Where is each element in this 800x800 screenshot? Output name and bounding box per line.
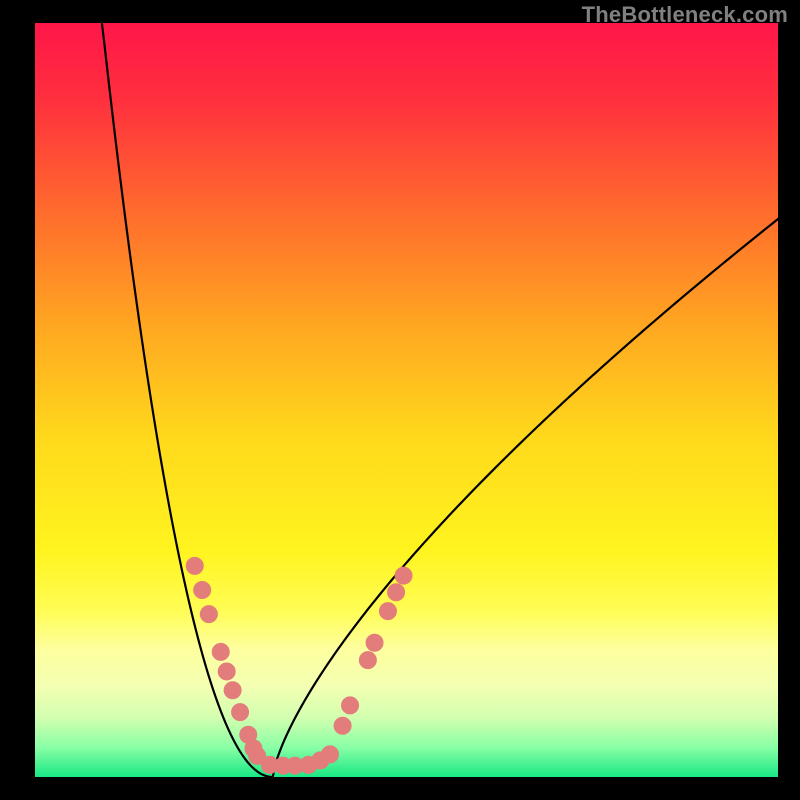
watermark-text: TheBottleneck.com	[582, 2, 788, 28]
marker-right-1	[342, 697, 359, 714]
marker-right-6	[395, 567, 412, 584]
marker-bottom-7	[321, 746, 338, 763]
marker-left-3	[212, 643, 229, 660]
marker-left-1	[194, 582, 211, 599]
marker-left-4	[218, 663, 235, 680]
marker-right-5	[388, 584, 405, 601]
marker-right-2	[359, 652, 376, 669]
marker-left-0	[186, 557, 203, 574]
marker-left-2	[200, 606, 217, 623]
marker-right-4	[379, 603, 396, 620]
marker-left-5	[224, 682, 241, 699]
marker-right-3	[366, 634, 383, 651]
marker-right-0	[334, 717, 351, 734]
bottleneck-chart	[0, 0, 800, 800]
marker-left-6	[232, 704, 249, 721]
plot-background	[35, 23, 778, 777]
